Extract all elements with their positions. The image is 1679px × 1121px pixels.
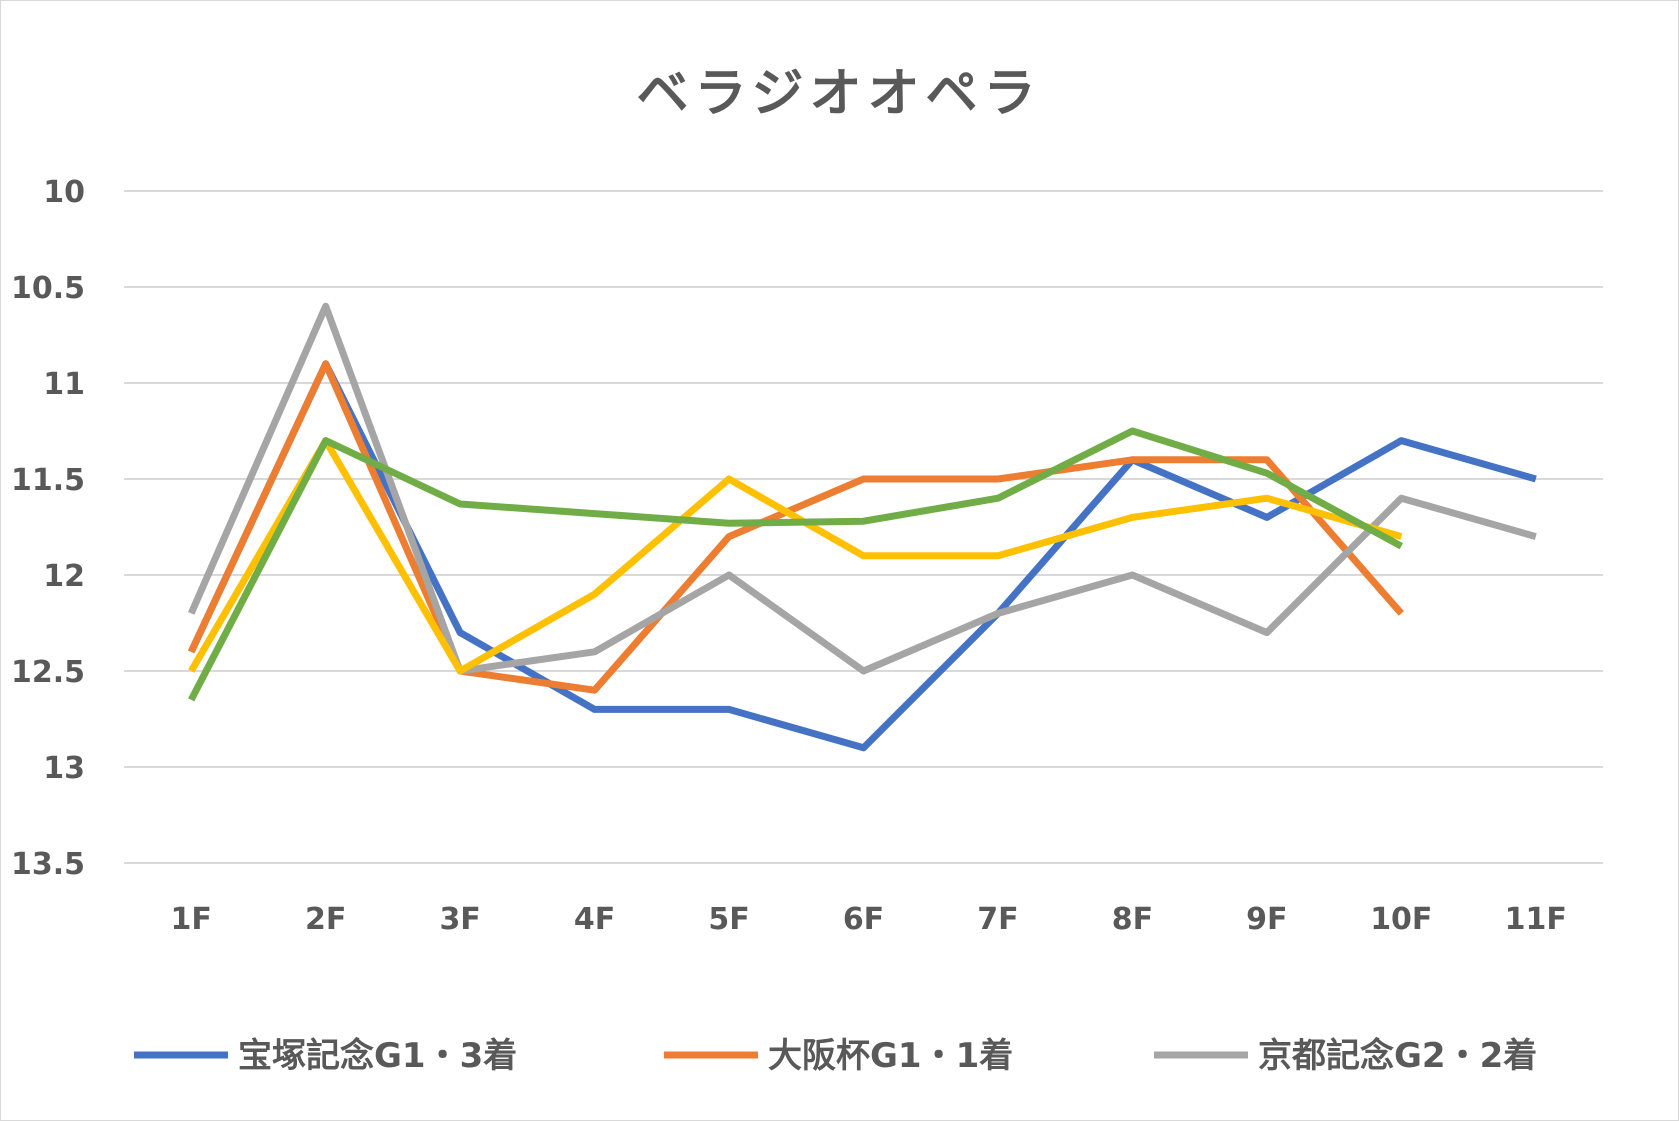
y-tick-label: 10.5: [11, 271, 85, 306]
legend-label: 京都記念G2・2着: [1258, 1036, 1537, 1076]
legend-label: 宝塚記念G1・3着: [238, 1036, 517, 1076]
y-tick-label: 11: [43, 367, 85, 402]
y-tick-label: 11.5: [11, 463, 85, 498]
series-line-4: [188, 437, 1403, 675]
series-line-2: [188, 360, 1404, 694]
x-tick-label: 9F: [1246, 902, 1287, 937]
x-tick-label: 2F: [305, 902, 346, 937]
x-tick-label: 3F: [439, 902, 480, 937]
y-axis-tick-labels: 10 10.5 11 11.5 12 12.5 13 13.5: [11, 175, 85, 882]
x-tick-label: 4F: [574, 902, 615, 937]
x-axis-tick-labels: 1F 2F 3F 4F 5F 6F 7F 8F 9F 10F 11F: [171, 902, 1567, 937]
grid: [124, 190, 1603, 864]
x-tick-label: 10F: [1370, 902, 1432, 937]
legend: 宝塚記念G1・3着 大阪杯G1・1着 京都記念G2・2着: [134, 1036, 1537, 1076]
x-tick-label: 5F: [708, 902, 749, 937]
series-lines: [187, 302, 1537, 752]
x-tick-label: 7F: [977, 902, 1018, 937]
y-tick-label: 12: [43, 559, 85, 594]
x-tick-label: 1F: [171, 902, 212, 937]
y-tick-label: 13: [43, 751, 85, 786]
series-line-3: [187, 302, 1537, 675]
series-line-5: [188, 427, 1403, 702]
x-tick-label: 11F: [1505, 902, 1567, 937]
y-tick-label: 13.5: [11, 847, 85, 882]
y-tick-label: 12.5: [11, 655, 85, 690]
legend-label: 大阪杯G1・1着: [768, 1036, 1013, 1076]
chart-title: ベラジオオペラ: [637, 64, 1042, 124]
x-tick-label: 6F: [843, 902, 884, 937]
x-tick-label: 8F: [1112, 902, 1153, 937]
y-tick-label: 10: [43, 175, 85, 210]
